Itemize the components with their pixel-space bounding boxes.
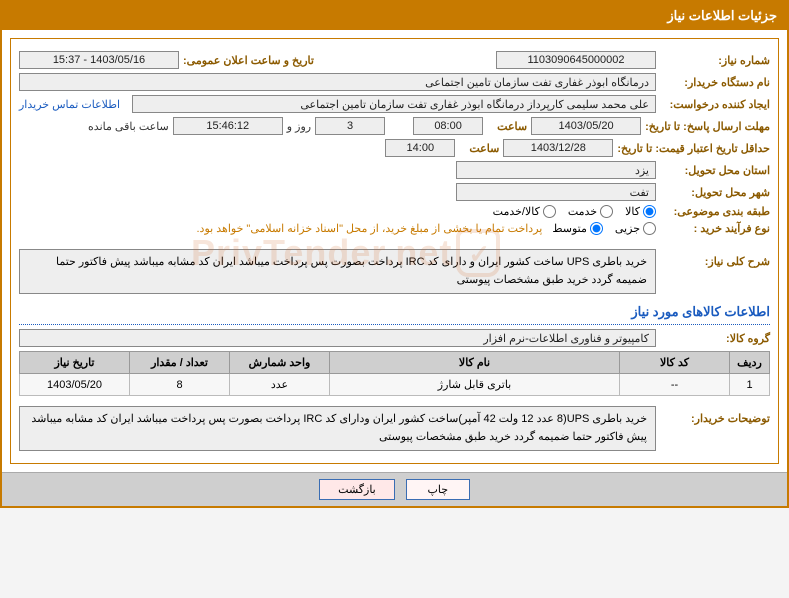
subject-class-group: کالا خدمت کالا/خدمت [493,205,656,218]
process-type-group: جزیی متوسط [552,222,656,235]
announce-label: تاریخ و ساعت اعلان عمومی: [183,54,323,67]
table-row: 1 -- باتری قابل شارژ عدد 8 1403/05/20 [20,374,770,396]
treasury-note: پرداخت تمام یا بخشی از مبلغ خرید، از محل… [197,222,543,235]
need-no-label: شماره نیاز: [660,54,770,67]
summary-field: خرید باطری UPS ساخت کشور ایران و دارای ک… [19,249,656,294]
form-panel: PrivTender.net شماره نیاز: تاریخ و ساعت … [10,38,779,464]
goods-group-label: گروه کالا: [660,332,770,345]
radio-minor[interactable]: جزیی [615,222,656,235]
items-table: ردیف کد کالا نام کالا واحد شمارش تعداد /… [19,351,770,396]
back-button[interactable]: بازگشت [319,479,395,500]
subject-class-label: طبقه بندی موضوعی: [660,205,770,218]
radio-medium[interactable]: متوسط [552,222,603,235]
city-label: شهر محل تحویل: [660,186,770,199]
reply-date-field [531,117,641,135]
countdown-field [173,117,283,135]
price-time-field [385,139,455,157]
radio-goods-service[interactable]: کالا/خدمت [493,205,556,218]
th-name: نام کالا [330,352,620,374]
th-date: تاریخ نیاز [20,352,130,374]
requester-label: ایجاد کننده درخواست: [660,98,770,111]
buyer-org-field [19,73,656,91]
province-field [456,161,656,179]
goods-group-field [19,329,656,347]
reply-days-field [315,117,385,135]
price-date-field [503,139,613,157]
th-unit: واحد شمارش [230,352,330,374]
print-button[interactable]: چاپ [406,479,470,500]
buyer-desc-field: خرید باطری UPS(8 عدد 12 ولت 42 آمپر)ساخت… [19,406,656,451]
province-label: استان محل تحویل: [660,164,770,177]
summary-label: شرح کلی نیاز: [660,249,770,268]
panel-title: جزئیات اطلاعات نیاز [2,2,787,30]
remaining-label: ساعت باقی مانده [88,120,169,133]
price-time-label: ساعت [459,142,499,155]
th-qty: تعداد / مقدار [130,352,230,374]
reply-deadline-label: مهلت ارسال پاسخ: تا تاریخ: [645,120,770,133]
radio-service[interactable]: خدمت [568,205,613,218]
requester-field [132,95,656,113]
need-no-field [496,51,656,69]
announce-field [19,51,179,69]
city-field [456,183,656,201]
buyer-desc-label: توضیحات خریدار: [660,406,770,425]
reply-time-field [413,117,483,135]
th-code: کد کالا [620,352,730,374]
reply-time-label: ساعت [487,120,527,133]
action-bar: چاپ بازگشت [2,472,787,506]
th-row: ردیف [730,352,770,374]
buyer-contact-link[interactable]: اطلاعات تماس خریدار [19,98,120,111]
main-container: جزئیات اطلاعات نیاز PrivTender.net شماره… [0,0,789,508]
days-suffix: روز و [287,120,311,133]
price-validity-label: حداقل تاریخ اعتبار قیمت: تا تاریخ: [617,142,770,155]
process-type-label: نوع فرآیند خرید : [660,222,770,235]
items-section-title: اطلاعات کالاهای مورد نیاز [19,300,770,325]
buyer-org-label: نام دستگاه خریدار: [660,76,770,89]
radio-goods[interactable]: کالا [625,205,656,218]
